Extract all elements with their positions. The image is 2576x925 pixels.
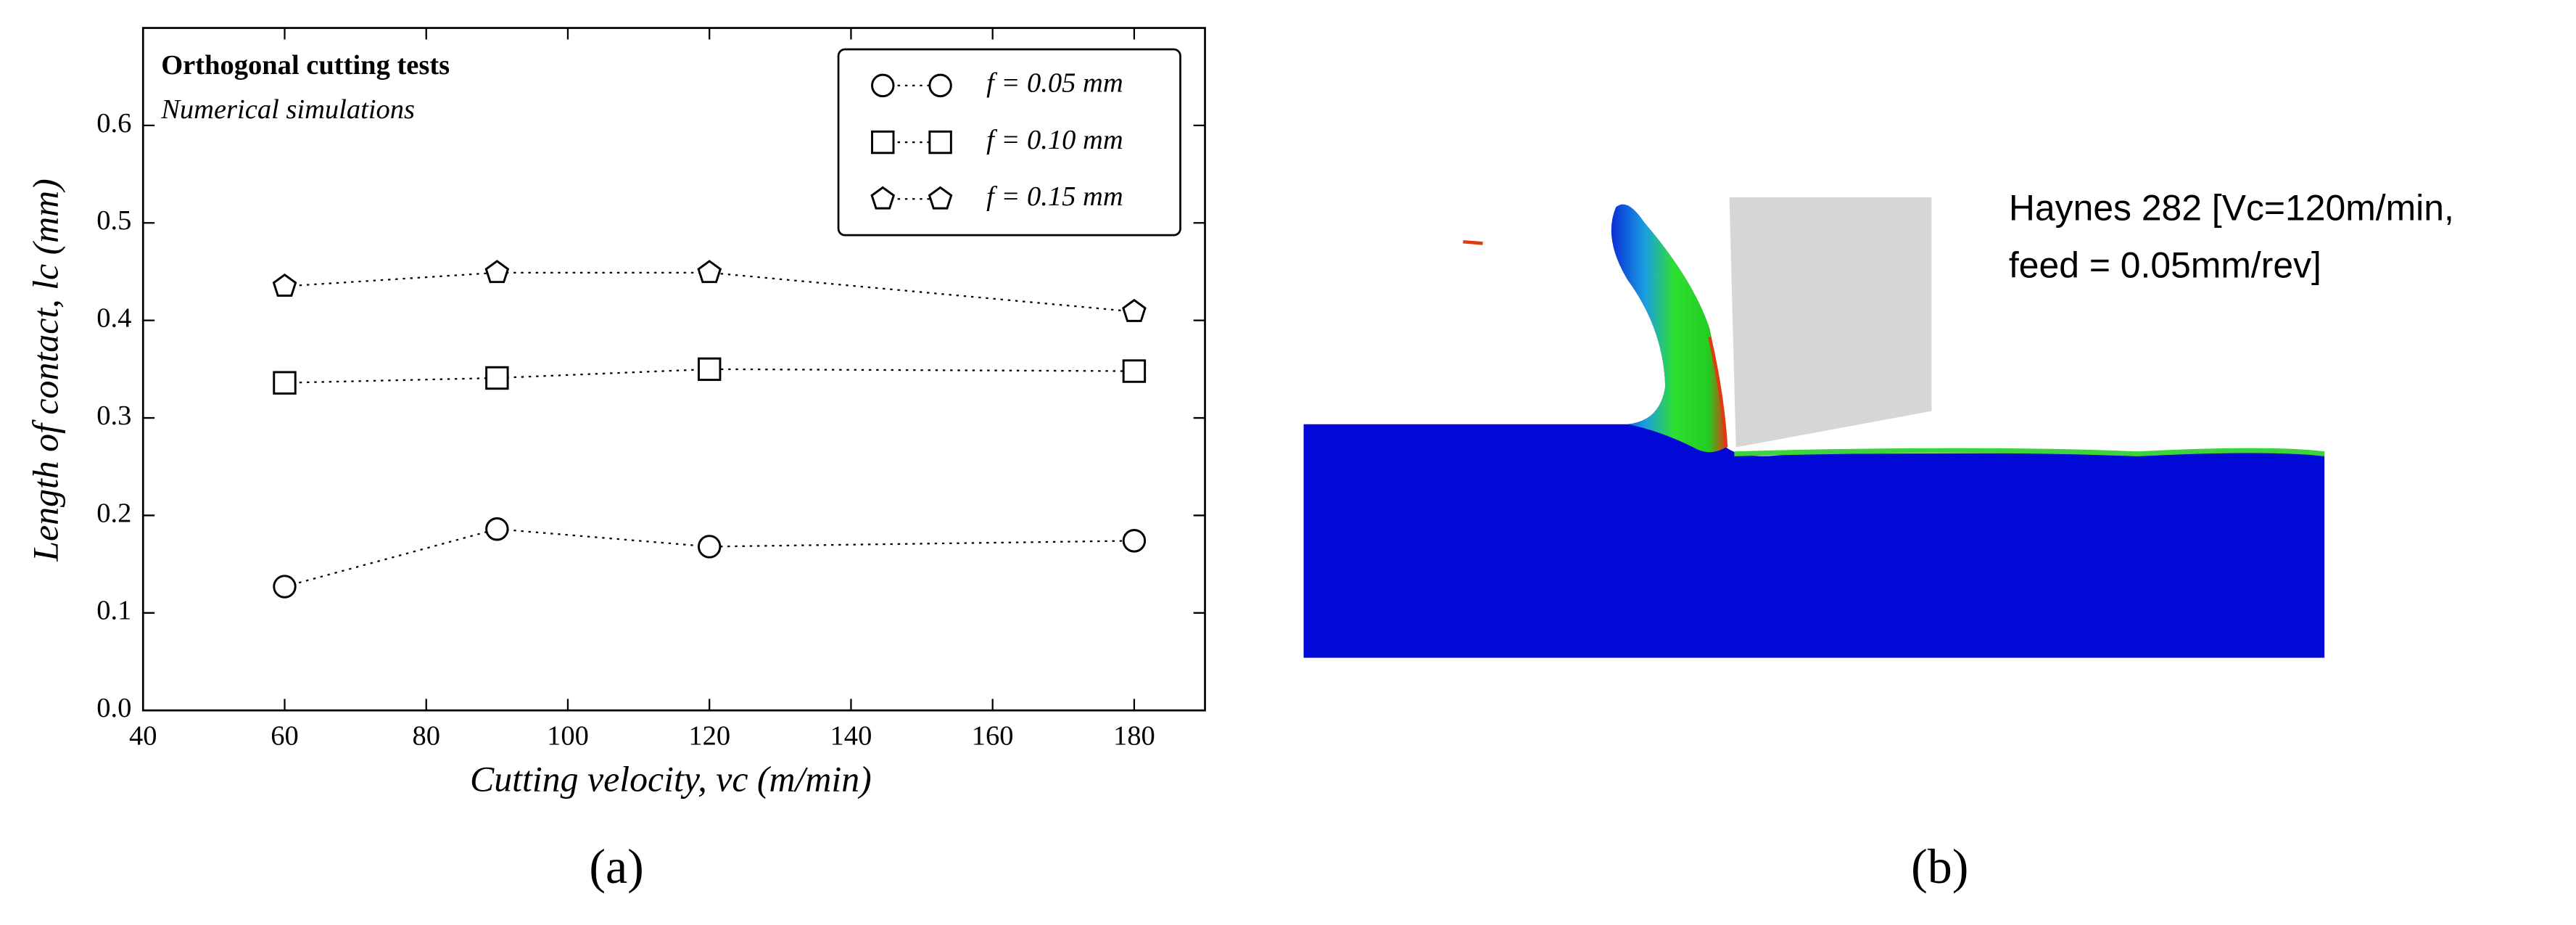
- legend-box: [837, 48, 1181, 237]
- cutting-tool: [1729, 197, 1932, 448]
- legend-marker: [928, 186, 953, 210]
- legend-marker: [928, 73, 952, 98]
- legend-label: f = 0.10 mm: [986, 125, 1123, 155]
- spatter: [1463, 239, 1483, 245]
- legend-marker: [928, 130, 952, 155]
- x-tick-label: 100: [547, 721, 589, 752]
- x-tick-label: 140: [830, 721, 872, 752]
- y-tick-label: 0.5: [96, 205, 131, 236]
- y-tick-label: 0.0: [96, 693, 131, 723]
- y-axis-label: Length of contact, lc (mm): [26, 178, 66, 562]
- legend-marker: [871, 73, 895, 98]
- y-tick-label: 0.6: [96, 108, 131, 139]
- data-point: [1122, 529, 1147, 553]
- legend-marker: [871, 130, 895, 155]
- simulation-label: feed = 0.05mm/rev]: [2009, 245, 2321, 286]
- chart-title: Orthogonal cutting tests: [161, 50, 450, 81]
- simulation: [1303, 197, 2325, 658]
- data-point: [273, 371, 297, 395]
- x-tick-label: 120: [688, 721, 730, 752]
- y-tick-label: 0.3: [96, 400, 131, 431]
- chart-subtitle: Numerical simulations: [160, 94, 415, 125]
- series-line: [284, 528, 1134, 588]
- chip: [1611, 204, 1727, 453]
- x-tick-label: 60: [271, 721, 299, 752]
- x-axis-label: Cutting velocity, vc (m/min): [470, 759, 872, 799]
- surface-layer: [1734, 448, 2325, 457]
- panel-label: (a): [589, 839, 643, 894]
- data-point: [1122, 298, 1147, 322]
- x-tick-label: 180: [1113, 721, 1155, 752]
- data-point: [698, 357, 722, 382]
- legend-label: f = 0.15 mm: [986, 181, 1123, 212]
- data-point: [272, 273, 297, 297]
- data-point: [273, 575, 297, 599]
- series-line: [284, 271, 1135, 313]
- plot-frame: [141, 27, 1206, 712]
- shear-zone: [1708, 337, 1728, 448]
- x-tick-label: 160: [972, 721, 1014, 752]
- workpiece: [1303, 204, 2325, 658]
- y-tick-label: 0.1: [96, 596, 131, 626]
- data-point: [697, 260, 722, 284]
- series-line: [284, 368, 1134, 384]
- data-point: [1122, 359, 1147, 383]
- x-tick-label: 40: [129, 721, 157, 752]
- panel-label: (b): [1911, 839, 1968, 894]
- data-point: [485, 517, 509, 541]
- x-tick-label: 80: [412, 721, 440, 752]
- data-point: [484, 260, 510, 284]
- y-tick-label: 0.4: [96, 303, 131, 334]
- data-point: [485, 366, 509, 390]
- legend-label: f = 0.05 mm: [986, 68, 1123, 99]
- data-point: [698, 535, 722, 559]
- legend-marker: [870, 186, 896, 210]
- simulation-label: Haynes 282 [Vc=120m/min,: [2009, 187, 2454, 228]
- y-tick-label: 0.2: [96, 498, 131, 528]
